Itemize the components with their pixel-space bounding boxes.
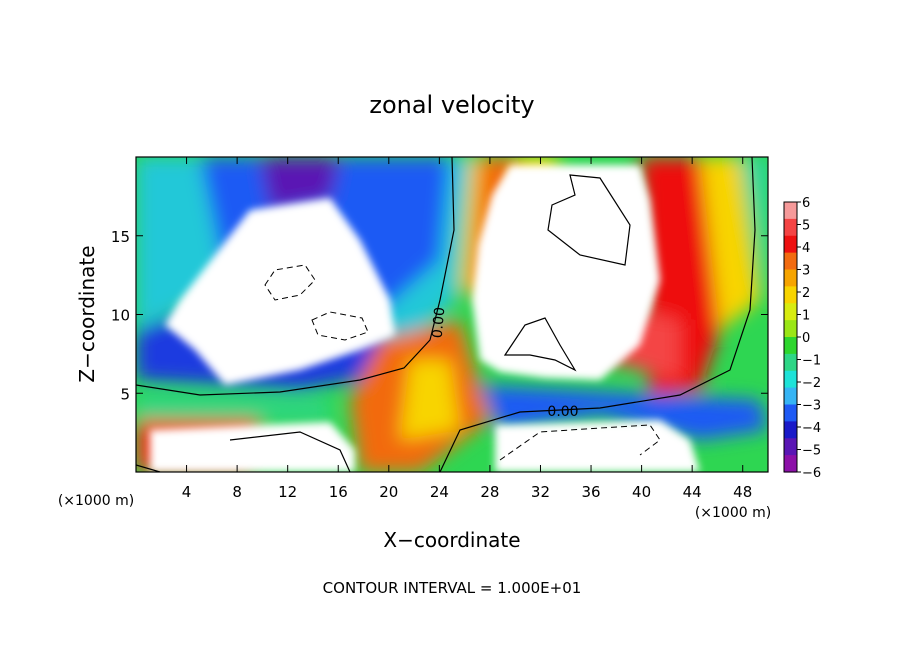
colorbar-tick-label: 3 bbox=[802, 264, 810, 279]
z-unit-label: (×1000 m) bbox=[58, 493, 134, 509]
colorbar-swatch bbox=[784, 438, 797, 456]
colorbar-swatch bbox=[784, 387, 797, 406]
x-tick-label: 48 bbox=[733, 483, 752, 501]
x-unit-label: (×1000 m) bbox=[695, 505, 771, 521]
colorbar-swatch bbox=[784, 320, 797, 338]
x-tick-label: 44 bbox=[683, 483, 702, 501]
x-tick-label: 12 bbox=[278, 483, 297, 501]
contour-interval-note: CONTOUR INTERVAL = 1.000E+01 bbox=[323, 579, 582, 597]
x-tick-label: 8 bbox=[232, 483, 242, 501]
colorbar-swatch bbox=[784, 235, 797, 254]
colorbar-swatch bbox=[784, 252, 797, 271]
contour-label: 0.00 bbox=[547, 404, 578, 420]
colorbar-tick-label: 4 bbox=[802, 241, 810, 256]
colorbar-swatch bbox=[784, 286, 797, 304]
colorbar-tick-label: −1 bbox=[802, 354, 821, 369]
x-tick-label: 24 bbox=[430, 483, 449, 501]
colorbar-swatch bbox=[784, 269, 797, 287]
x-tick-label: 4 bbox=[182, 483, 192, 501]
colorbar-swatch bbox=[784, 404, 797, 422]
colorbar-tick-label: 5 bbox=[802, 219, 810, 234]
y-axis: 5 10 15 bbox=[111, 228, 768, 403]
heatmap-field: 0.00 0.00 bbox=[136, 157, 768, 472]
colorbar-swatch bbox=[784, 218, 797, 237]
colorbar-swatch bbox=[784, 303, 797, 321]
colorbar: 6 5 4 3 2 1 0 −1 −2 −3 −4 −5 −6 bbox=[783, 196, 821, 481]
y-tick-label: 10 bbox=[111, 307, 130, 325]
y-tick-label: 5 bbox=[120, 385, 130, 403]
y-axis-label: Z−coordinate bbox=[75, 245, 99, 382]
colorbar-swatch bbox=[784, 337, 797, 355]
x-tick-label: 32 bbox=[531, 483, 550, 501]
colorbar-swatch bbox=[784, 370, 797, 389]
x-tick-label: 36 bbox=[581, 483, 600, 501]
colorbar-tick-label: −6 bbox=[802, 466, 821, 481]
colorbar-swatch bbox=[784, 353, 797, 372]
colorbar-swatch bbox=[784, 455, 797, 473]
x-axis-label: X−coordinate bbox=[383, 528, 520, 552]
x-tick-label: 20 bbox=[379, 483, 398, 501]
x-axis: 4 8 12 16 20 24 28 32 36 40 44 48 bbox=[182, 157, 752, 501]
colorbar-swatch bbox=[784, 421, 797, 439]
y-tick-label: 15 bbox=[111, 228, 130, 246]
contour-label: 0.00 bbox=[430, 306, 449, 338]
colorbar-tick-label: −4 bbox=[802, 421, 821, 436]
colorbar-tick-label: 0 bbox=[802, 331, 810, 346]
colorbar-swatch bbox=[784, 202, 797, 220]
chart-title: zonal velocity bbox=[369, 91, 534, 119]
colorbar-tick-label: −5 bbox=[802, 444, 821, 459]
x-tick-label: 28 bbox=[480, 483, 499, 501]
colorbar-tick-label: 1 bbox=[802, 309, 810, 324]
colorbar-tick-label: −2 bbox=[802, 376, 821, 391]
x-tick-label: 16 bbox=[329, 483, 348, 501]
colorbar-tick-label: −3 bbox=[802, 399, 821, 414]
x-tick-label: 40 bbox=[632, 483, 651, 501]
colorbar-tick-label: 2 bbox=[802, 286, 810, 301]
colorbar-tick-label: 6 bbox=[802, 196, 810, 211]
